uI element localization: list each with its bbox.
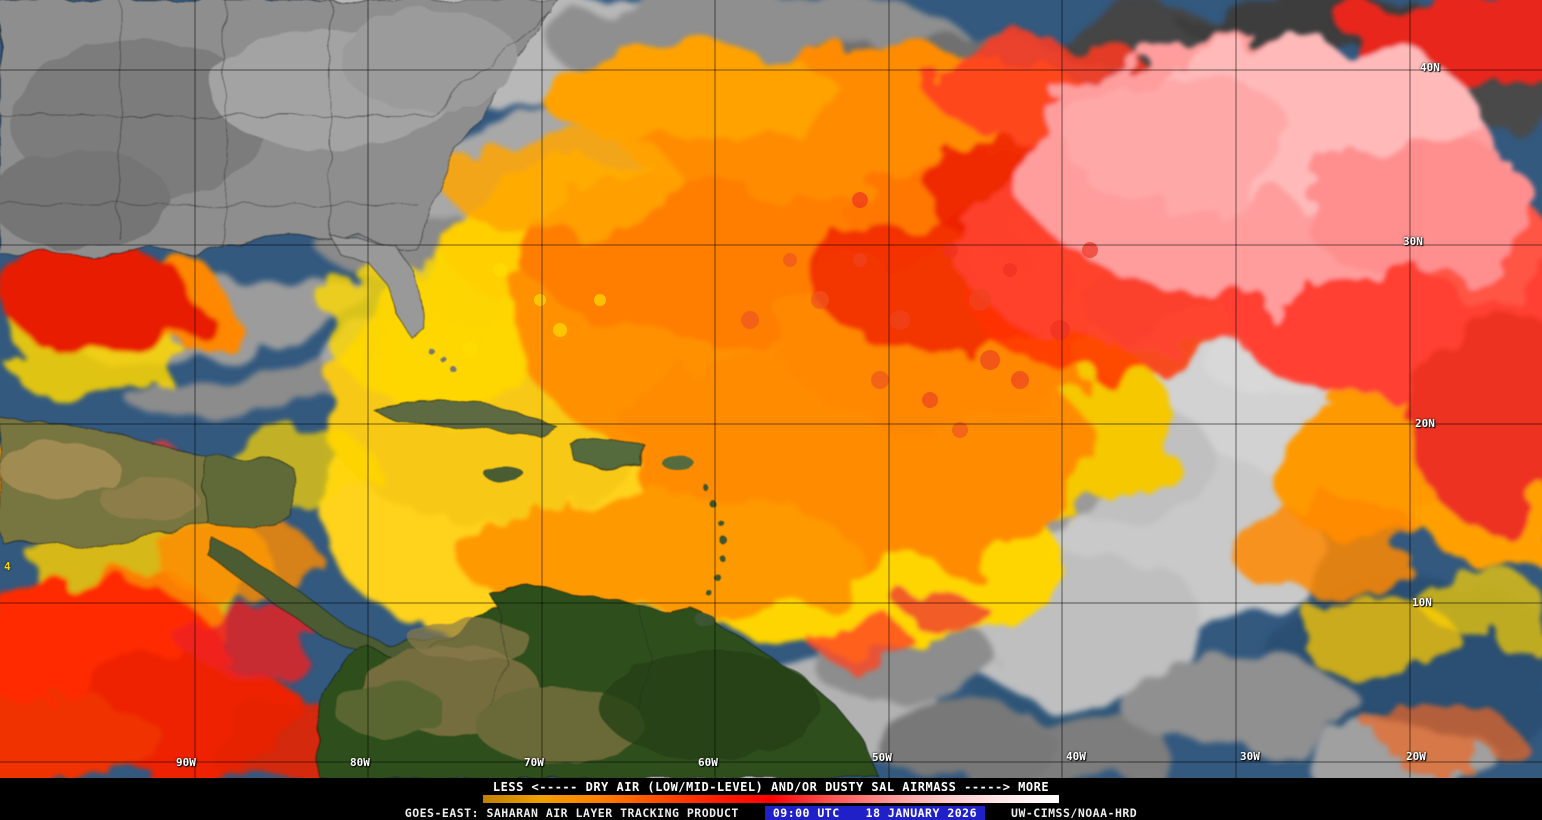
sal-satellite-canvas [0,0,1542,778]
state-borders [0,0,553,250]
product-time: 09:00 UTC [772,806,840,820]
product-date: 18 JANUARY 2026 [865,806,978,820]
edge-artifact-label: 4 [4,560,11,573]
land-layer [0,0,881,778]
product-footer: GOES-EAST: SAHARAN AIR LAYER TRACKING PR… [405,806,1137,820]
graticule [0,0,1542,778]
satellite-image: 40N 30N 20N 10N 90W 80W 70W 60W 50W 40W 30W 20W 4 [0,0,1542,778]
jamaica [485,467,525,483]
colorbar [483,795,1059,803]
trinidad [696,615,716,627]
cuba [370,399,558,437]
country-borders [489,605,651,711]
speckle-texture [462,192,1098,438]
colorbar-caption: LESS <----- DRY AIR (LOW/MID-LEVEL) AND/… [492,780,1050,794]
hispaniola [567,437,649,469]
florida [329,234,426,339]
sal-layer [0,0,1542,778]
product-title: GOES-EAST: SAHARAN AIR LAYER TRACKING PR… [404,806,739,820]
bahamas [429,349,459,375]
puerto-rico [662,456,694,470]
timestamp-box: 09:00 UTC 18 JANUARY 2026 [764,806,986,820]
legend-strip: LESS <----- DRY AIR (LOW/MID-LEVEL) AND/… [0,778,1542,820]
yucatan [204,454,296,531]
lesser-antilles [703,485,727,595]
product-credit: UW-CIMSS/NOAA-HRD [1011,806,1138,820]
